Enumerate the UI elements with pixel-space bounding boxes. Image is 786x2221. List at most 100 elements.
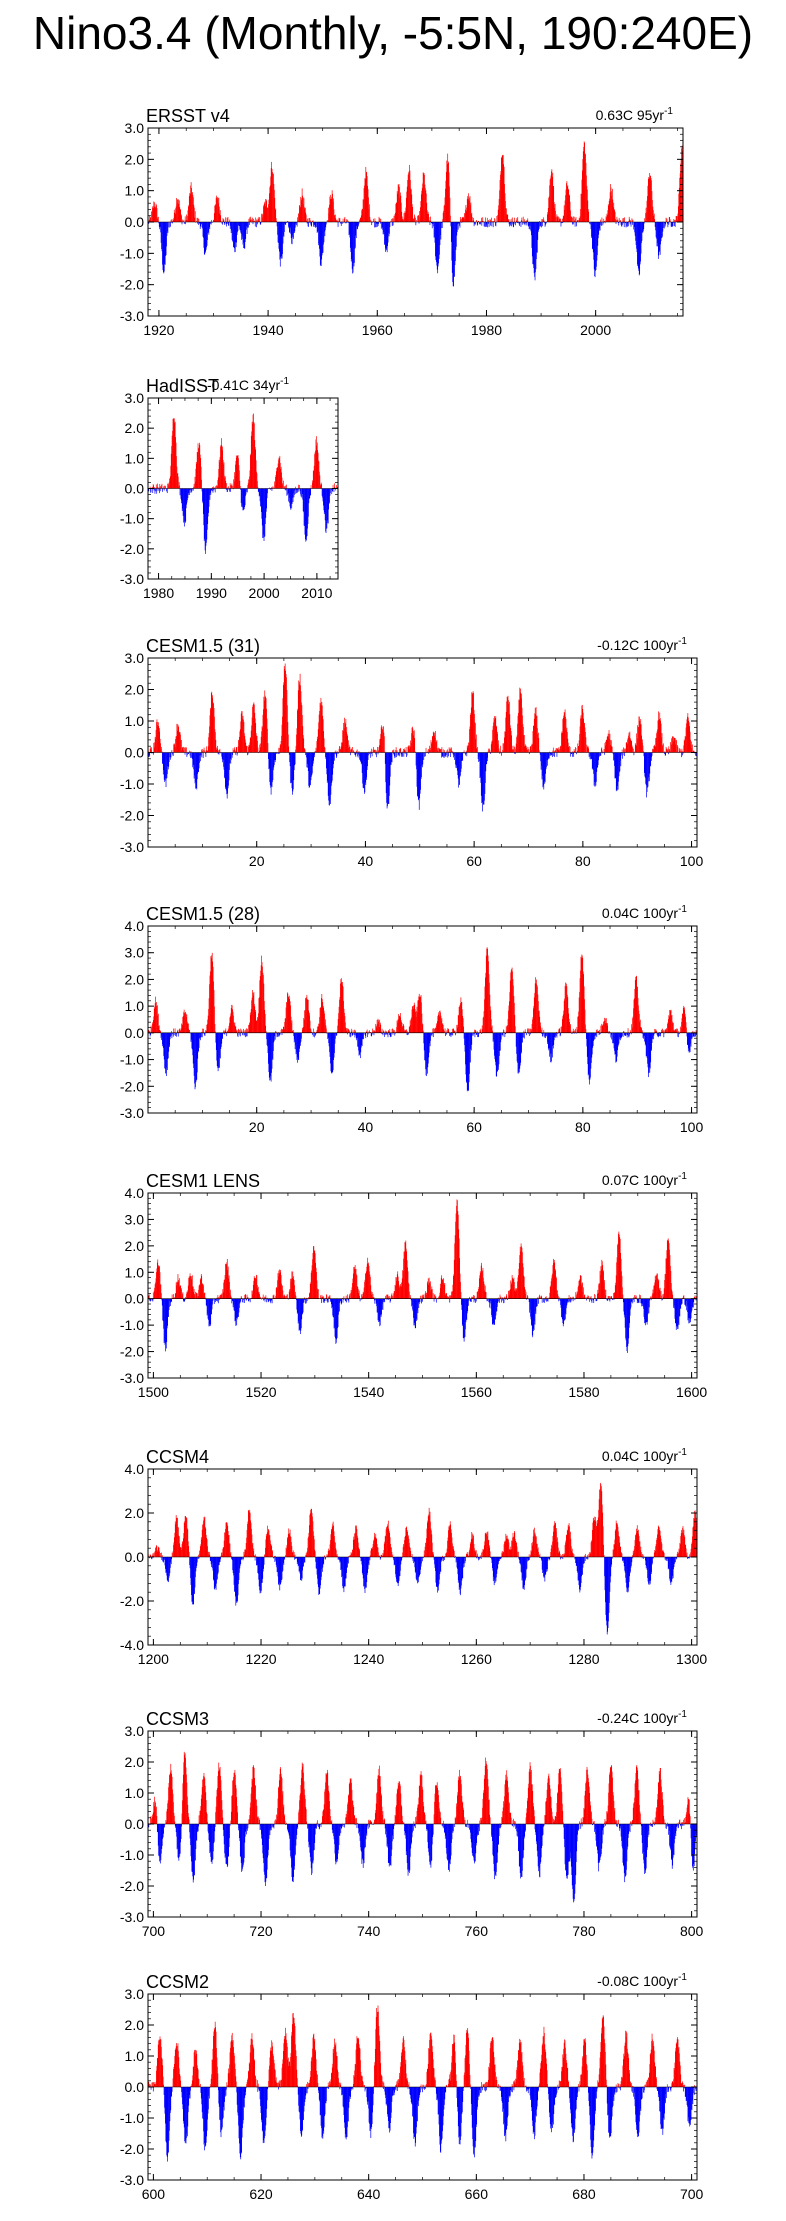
bar-positive bbox=[624, 217, 625, 222]
bar-negative bbox=[487, 753, 488, 762]
bar-negative bbox=[472, 1033, 473, 1036]
bar-positive bbox=[586, 1029, 587, 1033]
bar-negative bbox=[372, 753, 373, 757]
bar-positive bbox=[163, 486, 164, 488]
bar-negative bbox=[573, 753, 574, 757]
bar-negative bbox=[665, 753, 666, 756]
bar-positive bbox=[371, 749, 372, 753]
bar-positive bbox=[172, 1294, 173, 1298]
bar-positive bbox=[226, 483, 227, 488]
bar-positive bbox=[376, 750, 377, 752]
bar-negative bbox=[198, 222, 199, 225]
bar-positive bbox=[490, 219, 491, 222]
bar-negative bbox=[211, 222, 212, 225]
bar-negative bbox=[396, 753, 397, 758]
bar-negative bbox=[308, 222, 309, 227]
bar-positive bbox=[541, 1030, 542, 1033]
bar-negative bbox=[272, 489, 273, 491]
bar-positive bbox=[305, 750, 306, 753]
bar-negative bbox=[190, 753, 191, 758]
bar-positive bbox=[379, 217, 380, 222]
bar-positive bbox=[195, 1292, 196, 1299]
bar-positive bbox=[181, 215, 182, 222]
bar-positive bbox=[472, 217, 473, 222]
bar-negative bbox=[256, 222, 257, 227]
bar-positive bbox=[517, 217, 518, 222]
bar-negative bbox=[166, 489, 167, 492]
bar-positive bbox=[279, 748, 280, 752]
y-tick-label: 2.0 bbox=[125, 682, 145, 698]
y-tick-label: 1.0 bbox=[125, 998, 145, 1014]
bar-positive bbox=[205, 1030, 206, 1033]
bar-negative bbox=[660, 1033, 661, 1036]
bar-negative bbox=[156, 489, 157, 494]
bar-positive bbox=[396, 747, 397, 752]
bar-negative bbox=[599, 1033, 600, 1035]
bar-positive bbox=[628, 1028, 629, 1033]
bar-positive bbox=[596, 1030, 597, 1033]
bar-negative bbox=[160, 489, 161, 492]
bar-positive bbox=[445, 1028, 446, 1032]
bar-negative bbox=[424, 753, 425, 757]
bar-positive bbox=[236, 747, 237, 752]
bar-positive bbox=[600, 220, 601, 222]
bar-negative bbox=[201, 753, 202, 756]
bar-positive bbox=[677, 1029, 678, 1033]
bar-negative bbox=[250, 1299, 251, 1303]
bar-positive bbox=[488, 749, 489, 753]
bar-negative bbox=[501, 753, 502, 756]
x-tick-label: 40 bbox=[358, 1119, 374, 1135]
bar-negative bbox=[354, 1033, 355, 1035]
bar-positive bbox=[437, 740, 438, 753]
bar-positive bbox=[173, 1028, 174, 1032]
bar-negative bbox=[232, 753, 233, 755]
bar-negative bbox=[201, 1033, 202, 1037]
bar-positive bbox=[500, 746, 501, 753]
bar-negative bbox=[389, 1033, 390, 1035]
x-tick-label: 20 bbox=[249, 1119, 265, 1135]
bar-negative bbox=[573, 222, 574, 224]
bar-positive bbox=[666, 218, 667, 222]
bar-negative bbox=[206, 753, 207, 757]
bar-positive bbox=[165, 486, 166, 489]
bar-positive bbox=[394, 749, 395, 752]
x-tick-label: 1940 bbox=[253, 322, 284, 338]
bar-positive bbox=[172, 750, 173, 753]
y-tick-label: -3.0 bbox=[120, 839, 144, 855]
y-tick-label: -3.0 bbox=[120, 308, 144, 324]
bar-positive bbox=[622, 749, 623, 752]
bar-negative bbox=[246, 1033, 247, 1037]
bar-positive bbox=[202, 1029, 203, 1033]
bar-negative bbox=[330, 489, 331, 494]
bar-positive bbox=[599, 1030, 600, 1033]
bar-negative bbox=[218, 1299, 219, 1304]
bar-negative bbox=[390, 222, 391, 227]
bar-negative bbox=[621, 1033, 622, 1037]
bar-negative bbox=[618, 222, 619, 225]
bar-positive bbox=[447, 749, 448, 752]
bar-negative bbox=[441, 753, 442, 758]
bar-positive bbox=[426, 748, 427, 753]
bar-positive bbox=[423, 1031, 424, 1033]
bar-positive bbox=[203, 1029, 204, 1033]
bar-positive bbox=[443, 749, 444, 752]
x-tick-label: 1980 bbox=[471, 322, 502, 338]
bar-negative bbox=[473, 1033, 474, 1036]
bar-positive bbox=[542, 219, 543, 222]
bar-positive bbox=[340, 218, 341, 222]
bar-positive bbox=[347, 1028, 348, 1033]
bar-positive bbox=[326, 1028, 327, 1032]
bar-negative bbox=[226, 222, 227, 226]
bar-negative bbox=[493, 222, 494, 227]
bar-positive bbox=[159, 484, 160, 488]
bar-negative bbox=[164, 489, 165, 491]
bar-positive bbox=[625, 748, 626, 752]
y-tick-label: -2.0 bbox=[120, 541, 144, 557]
bar-positive bbox=[604, 749, 605, 753]
bar-negative bbox=[334, 753, 335, 761]
bar-negative bbox=[242, 1033, 243, 1035]
bar-positive bbox=[588, 212, 589, 222]
